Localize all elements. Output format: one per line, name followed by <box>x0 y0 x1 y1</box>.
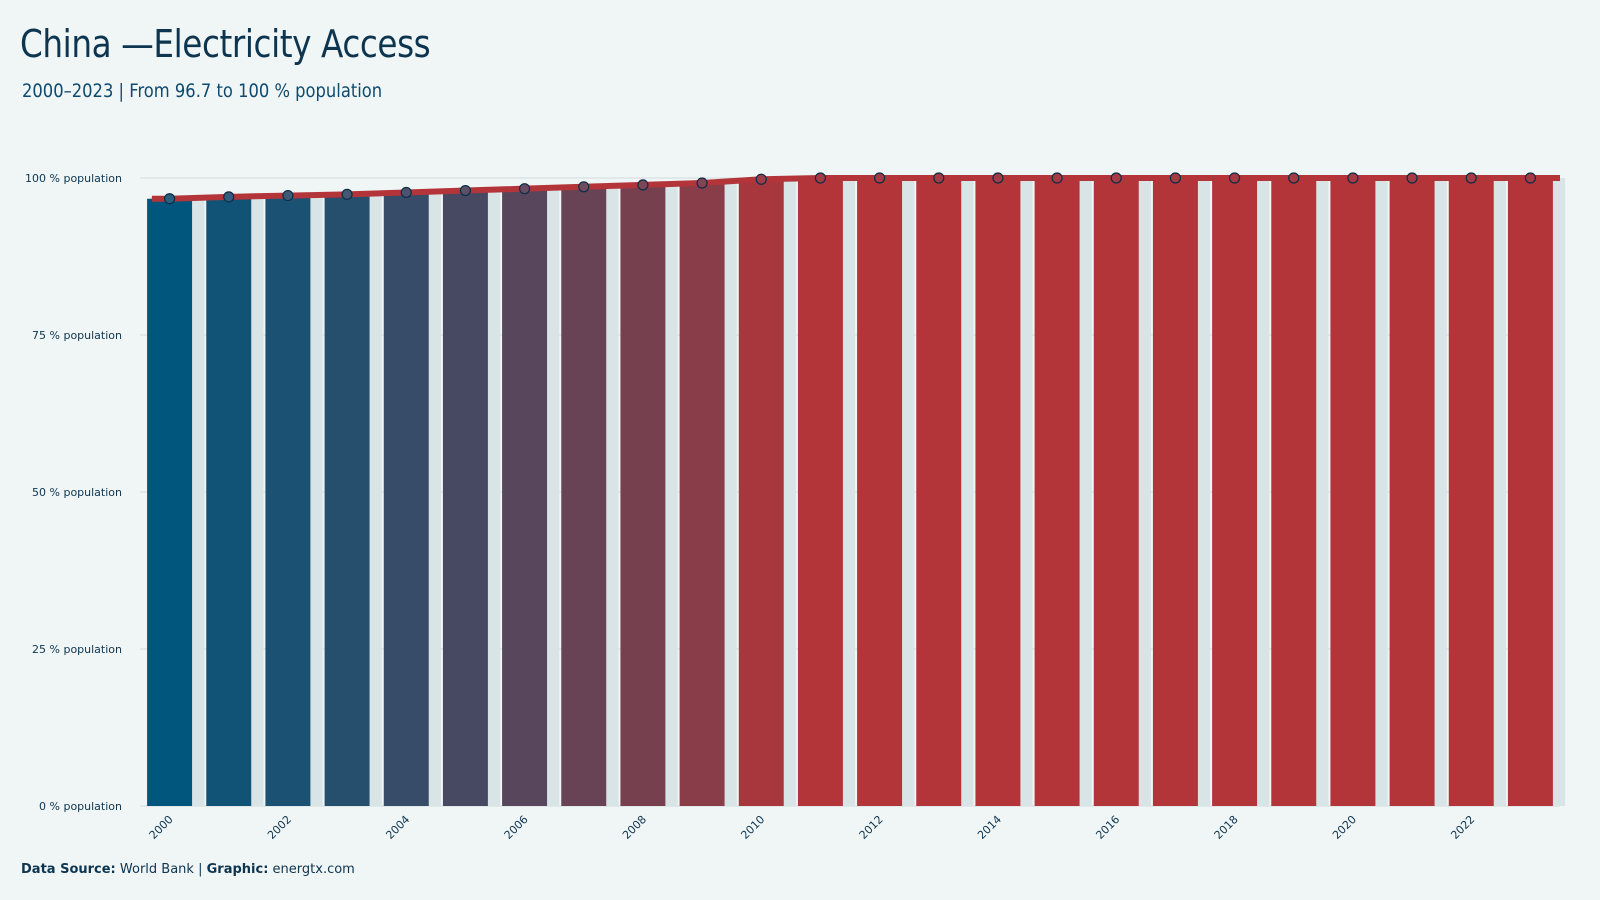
x-tick-label: 2004 <box>383 813 412 842</box>
data-point <box>933 172 945 184</box>
data-point <box>696 177 708 189</box>
reference-bar <box>780 179 796 807</box>
footer-credits: Data Source: World Bank | Graphic: energ… <box>21 862 355 877</box>
bar <box>1271 178 1317 806</box>
x-tick-label: 2016 <box>1093 813 1122 842</box>
bar <box>1448 178 1494 806</box>
bar <box>147 198 193 806</box>
x-tick-label: 2008 <box>620 813 649 842</box>
bar <box>442 190 488 806</box>
data-point <box>1288 172 1300 184</box>
reference-bar <box>1254 178 1270 806</box>
reference-bar <box>1490 178 1506 806</box>
data-point <box>1169 172 1182 184</box>
bar <box>1212 178 1258 806</box>
reference-bar <box>603 186 619 807</box>
bar <box>1389 178 1435 806</box>
x-tick-label: 2022 <box>1448 813 1477 842</box>
x-tick-label: 2018 <box>1212 813 1241 842</box>
reference-bar <box>1431 178 1447 806</box>
bar <box>1152 178 1198 806</box>
reference-bar <box>189 198 205 806</box>
data-point <box>1465 172 1477 184</box>
reference-bar <box>484 190 501 806</box>
bar <box>383 192 429 807</box>
bar <box>324 194 370 806</box>
data-point <box>1524 172 1537 184</box>
trend-ribbon <box>151 175 1560 202</box>
footer-source-label: Data Source: <box>21 862 116 877</box>
reference-bar <box>1313 178 1329 806</box>
data-point <box>1051 172 1063 184</box>
reference-bar <box>366 194 382 806</box>
data-point <box>1347 172 1359 184</box>
bar <box>738 179 784 807</box>
bar <box>1330 178 1376 806</box>
reference-bar <box>1194 178 1211 806</box>
data-point <box>400 186 412 199</box>
chart-title: China —Electricity Access <box>20 22 431 66</box>
y-tick-label: 0 % population <box>39 800 122 813</box>
data-point <box>1110 172 1122 184</box>
reference-bar <box>544 188 560 806</box>
bar <box>916 178 962 806</box>
bar <box>679 183 725 807</box>
reference-bar <box>839 178 856 806</box>
data-point <box>755 173 767 185</box>
reference-bar <box>1017 178 1033 806</box>
x-tick-label: 2010 <box>738 813 767 842</box>
data-point <box>873 172 886 184</box>
data-point <box>814 172 827 184</box>
y-tick-label: 50 % population <box>32 486 122 499</box>
x-tick-label: 2020 <box>1330 813 1359 842</box>
y-tick-label: 75 % population <box>32 329 122 342</box>
bar <box>265 195 311 807</box>
reference-bar <box>425 192 441 807</box>
reference-bar <box>958 178 974 806</box>
x-tick-label: 2014 <box>975 813 1004 842</box>
bar <box>1507 178 1553 806</box>
bar <box>1093 178 1139 806</box>
x-tick-label: 2000 <box>147 813 176 842</box>
reference-bar <box>1372 178 1388 806</box>
data-point <box>459 184 472 197</box>
x-tick-label: 2002 <box>265 813 294 842</box>
y-tick-label: 100 % population <box>25 172 122 185</box>
data-point <box>992 172 1004 184</box>
x-tick-label: 2012 <box>857 813 886 842</box>
footer-graphic-value: energtx.com <box>272 862 355 877</box>
footer-graphic-label: Graphic: <box>206 862 269 877</box>
data-point <box>637 179 649 191</box>
data-point <box>518 183 531 195</box>
footer-source-value: World Bank <box>119 862 194 877</box>
data-point <box>223 191 235 203</box>
data-point <box>341 188 353 200</box>
reference-bar <box>1076 178 1092 806</box>
reference-bar <box>662 184 678 806</box>
data-point <box>1406 172 1418 184</box>
reference-bar <box>1135 178 1151 806</box>
bar <box>502 188 548 806</box>
reference-bar <box>307 195 323 807</box>
footer-separator: | <box>198 862 203 877</box>
bar <box>206 196 252 807</box>
bar <box>975 178 1021 806</box>
reference-bar <box>1549 178 1566 806</box>
bar <box>561 186 607 807</box>
bar <box>620 184 666 806</box>
data-point <box>578 181 590 193</box>
chart-subtitle: 2000–2023 | From 96.7 to 100 % populatio… <box>22 80 383 102</box>
reference-bar <box>899 178 915 806</box>
reference-bar <box>248 196 264 807</box>
bar <box>1034 178 1080 806</box>
bar <box>797 178 843 806</box>
y-tick-label: 25 % population <box>32 643 122 656</box>
data-point <box>1228 172 1241 184</box>
data-point <box>163 193 176 205</box>
x-tick-label: 2006 <box>502 813 531 842</box>
bar <box>857 178 903 806</box>
data-point <box>282 189 294 202</box>
reference-bar <box>721 183 737 807</box>
